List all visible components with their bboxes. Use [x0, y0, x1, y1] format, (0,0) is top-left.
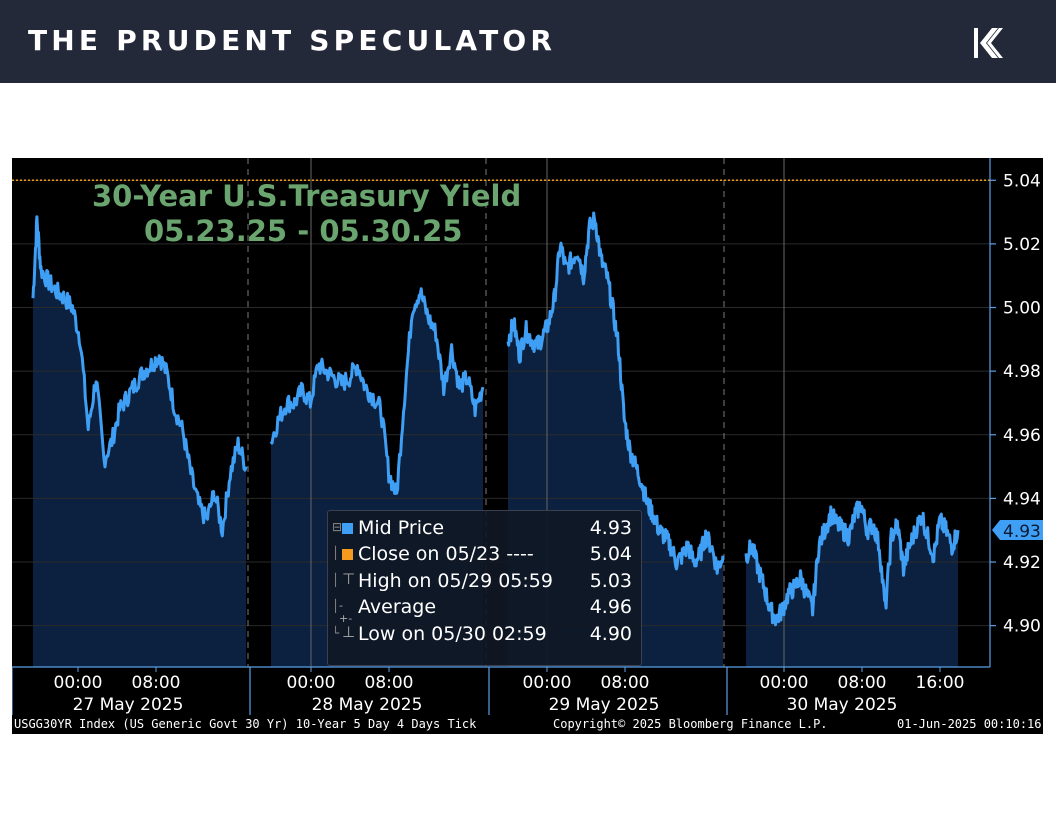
legend-label: Low on 05/30 02:59 [358, 623, 547, 645]
series-line-4 [744, 500, 960, 627]
footer-left: USGG30YR Index (US Generic Govt 30 Yr) 1… [14, 717, 477, 731]
x-time-label: 08:00 [601, 673, 650, 693]
y-tick-label: 4.98 [1003, 362, 1041, 382]
average-marker-icon: -+- [339, 599, 353, 625]
series-area-1 [33, 216, 246, 667]
brand-k-logo-icon [974, 28, 1003, 58]
x-day-label: 27 May 2025 [73, 695, 184, 715]
x-time-label: 00:00 [760, 673, 809, 693]
current-value-label: 4.93 [1003, 522, 1041, 542]
x-time-label: 00:00 [523, 673, 572, 693]
legend-label: Close on 05/23 ---- [358, 543, 534, 565]
legend-item-average: │ -+- Average 4.96 [332, 596, 632, 625]
legend-swatch-orange [342, 549, 353, 560]
x-time-label: 00:00 [287, 673, 336, 693]
series-line-3 [506, 211, 725, 575]
legend-item-close: │ Close on 05/23 ---- 5.04 [332, 543, 632, 569]
x-time-label: 16:00 [916, 673, 965, 693]
yield-chart: 5.04 5.02 5.00 4.98 4.96 4.94 4.92 4.90 30-Year… [12, 158, 1043, 734]
x-time-label: 00:00 [54, 673, 103, 693]
legend-label: Average [358, 596, 437, 618]
y-tick-label: 5.00 [1003, 299, 1041, 319]
y-tick-label: 4.96 [1003, 426, 1041, 446]
legend-swatch-blue [342, 523, 353, 534]
x-time-label: 08:00 [365, 673, 414, 693]
x-time-label: 08:00 [132, 673, 181, 693]
x-day-label: 30 May 2025 [787, 695, 898, 715]
legend-value: 4.90 [589, 623, 632, 645]
legend-value: 4.96 [589, 596, 632, 618]
chart-title-line1: 30-Year U.S.Treasury Yield [92, 179, 521, 213]
legend-box: ⊟ Mid Price 4.93 │ Close on 05/23 ---- 5… [327, 510, 642, 666]
x-day-label: 28 May 2025 [312, 695, 423, 715]
footer-center: Copyright© 2025 Bloomberg Finance L.P. [553, 717, 828, 731]
x-time-label: 08:00 [838, 673, 887, 693]
y-tick-label: 5.02 [1003, 235, 1041, 255]
legend-value: 5.03 [589, 570, 632, 592]
high-marker-icon: ⊤ [342, 570, 356, 588]
legend-label: Mid Price [358, 517, 445, 539]
header-bar: THE PRUDENT SPECULATOR [0, 0, 1056, 83]
series-line-2 [269, 287, 485, 495]
chart-title-line2: 05.23.25 - 05.30.25 [144, 214, 462, 248]
y-tick-label: 4.90 [1003, 617, 1041, 637]
y-tick-label: 4.94 [1003, 489, 1041, 509]
low-marker-icon: ⊥ [342, 623, 356, 641]
y-tick-label: 4.92 [1003, 553, 1041, 573]
y-tick-label: 5.04 [1003, 171, 1041, 191]
legend-item-high: │ ⊤ High on 05/29 05:59 5.03 [332, 570, 632, 596]
brand-title: THE PRUDENT SPECULATOR [28, 24, 557, 57]
footer-right: 01-Jun-2025 00:10:16 [897, 717, 1042, 731]
legend-tree-line-icon: │ [332, 599, 340, 613]
legend-tree-collapse-icon[interactable]: ⊟ [332, 520, 343, 534]
series-line-1 [31, 215, 248, 538]
legend-value: 5.04 [589, 543, 632, 565]
legend-label: High on 05/29 05:59 [358, 570, 553, 592]
current-value-tag: 4.93 [992, 520, 1043, 542]
legend-tree-line-icon: │ [332, 573, 340, 587]
legend-tree-line-icon: │ [332, 546, 340, 560]
legend-value: 4.93 [589, 517, 632, 539]
legend-tree-end-icon: └ [332, 626, 340, 640]
legend-item-low: └ ⊥ Low on 05/30 02:59 4.90 [332, 623, 632, 649]
legend-item-mid-price: ⊟ Mid Price 4.93 [332, 517, 632, 543]
x-day-label: 29 May 2025 [549, 695, 660, 715]
